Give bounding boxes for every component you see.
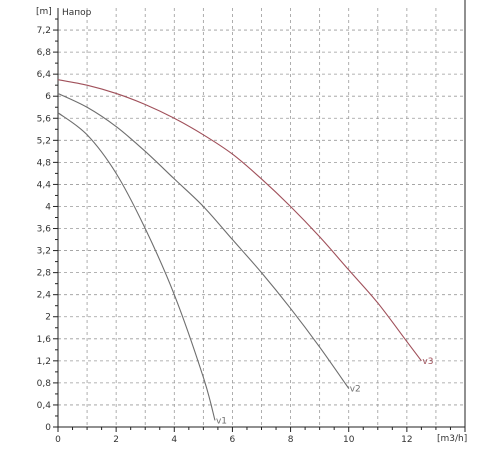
chart-title: Напор bbox=[62, 8, 92, 18]
y-tick-label: 4,8 bbox=[37, 158, 52, 168]
series-line-v2 bbox=[57, 92, 350, 389]
y-tick-label: 4 bbox=[45, 202, 51, 212]
y-tick-label: 6,4 bbox=[37, 70, 52, 80]
y-tick-label: 6,8 bbox=[37, 48, 52, 58]
y-tick-label: 1,2 bbox=[37, 357, 51, 367]
y-tick-label: 2,4 bbox=[37, 291, 52, 301]
x-axis-unit-label: [m3/h] bbox=[437, 434, 467, 444]
y-tick-label: 0,8 bbox=[37, 379, 52, 389]
x-tick-label: 6 bbox=[230, 435, 236, 445]
y-tick-label: 2,8 bbox=[37, 269, 52, 279]
y-tick-label: 3,6 bbox=[37, 225, 52, 235]
y-tick-label: 5,2 bbox=[37, 136, 51, 146]
grid bbox=[58, 8, 465, 427]
x-axis-ticks: 0 2 4 6 8 10 12 bbox=[55, 427, 466, 445]
y-tick-label: 5,6 bbox=[37, 114, 52, 124]
x-tick-label: 4 bbox=[171, 435, 177, 445]
series-label-v2: v2 bbox=[350, 384, 361, 394]
series-label-v3: v3 bbox=[422, 357, 433, 367]
series-line-v1 bbox=[57, 112, 216, 421]
x-tick-label: 2 bbox=[113, 435, 119, 445]
y-tick-label: 7,2 bbox=[37, 26, 51, 36]
y-axis-unit-label: [m] bbox=[36, 7, 52, 17]
y-tick-label: 1,6 bbox=[37, 335, 52, 345]
series-line-v3 bbox=[57, 79, 422, 362]
y-tick-label: 4,4 bbox=[37, 180, 52, 190]
series-lines: v1 v2 v3 bbox=[57, 79, 433, 426]
x-tick-label: 0 bbox=[55, 435, 61, 445]
x-tick-label: 10 bbox=[343, 435, 355, 445]
y-tick-label: 6 bbox=[45, 92, 51, 102]
series-label-v1: v1 bbox=[216, 416, 227, 426]
y-tick-label: 2 bbox=[45, 313, 51, 323]
y-axis-ticks: 0 0,4 0,8 1,2 1,6 2 2,4 2,8 3,2 3,6 4 4,4 4,8 5,2 5,6 6… bbox=[37, 18, 58, 433]
y-tick-label: 3,2 bbox=[37, 247, 51, 257]
y-tick-label: 0 bbox=[45, 423, 51, 433]
x-tick-label: 8 bbox=[288, 435, 294, 445]
x-tick-label: 12 bbox=[401, 435, 412, 445]
y-tick-label: 0,4 bbox=[37, 401, 52, 411]
